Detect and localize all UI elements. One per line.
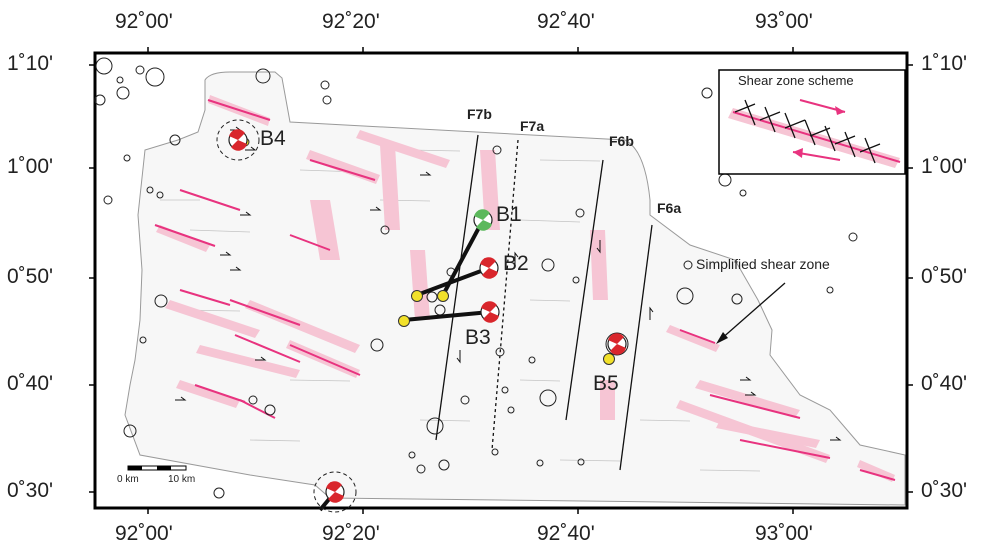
lat-tick-left-4: 0˚40'	[7, 372, 54, 395]
focal-b4[interactable]	[216, 119, 260, 161]
lat-tick-right-3: 0˚50'	[921, 265, 968, 288]
lon-tick-top-3: 92˚40'	[537, 10, 595, 33]
fault-label-f6a: F6a	[657, 200, 682, 216]
event-label-b4: B4	[260, 127, 286, 150]
callout-label: Simplified shear zone	[696, 256, 830, 272]
relocation-lines	[318, 219, 491, 512]
event-label-b3: B3	[465, 326, 491, 349]
event-label-b1: B1	[496, 203, 522, 226]
lat-tick-left-1: 1˚10'	[7, 52, 54, 75]
scale-end-label: 10 km	[168, 474, 196, 485]
lat-tick-left-3: 0˚50'	[7, 265, 54, 288]
lat-tick-right-2: 1˚00'	[921, 155, 968, 178]
lon-tick-bottom-1: 92˚00'	[115, 522, 173, 545]
scale-start-label: 0 km	[117, 474, 139, 485]
fault-label-f7a: F7a	[520, 118, 545, 134]
lon-tick-bottom-3: 92˚40'	[537, 522, 595, 545]
lat-tick-left-2: 1˚00'	[7, 155, 54, 178]
fault-f6b	[565, 159, 604, 421]
focal-south[interactable]	[313, 471, 357, 513]
fault-f7b	[435, 134, 479, 441]
lon-tick-top-2: 92˚20'	[322, 10, 380, 33]
shear-zone-inset	[718, 69, 906, 175]
lon-tick-top-4: 93˚00'	[755, 10, 813, 33]
focal-b2[interactable]	[479, 257, 499, 279]
lon-tick-top-1: 92˚00'	[115, 10, 173, 33]
frame-ticks	[89, 47, 913, 514]
scale-bar	[127, 465, 187, 471]
lat-tick-left-5: 0˚30'	[7, 479, 54, 502]
fault-f7a	[491, 139, 519, 451]
lat-tick-right-5: 0˚30'	[921, 479, 968, 502]
survey-area	[124, 71, 906, 506]
fault-label-f7b: F7b	[467, 106, 492, 122]
map-frame	[93, 51, 909, 510]
event-label-b5: B5	[593, 372, 619, 395]
seismicity	[94, 57, 889, 499]
yellow-markers	[240, 137, 615, 365]
lat-tick-right-4: 0˚40'	[921, 372, 968, 395]
lon-tick-bottom-2: 92˚20'	[322, 522, 380, 545]
lon-tick-bottom-4: 93˚00'	[755, 522, 813, 545]
slip-indicators	[175, 126, 842, 441]
callout-arrow	[716, 282, 786, 344]
lat-tick-right-1: 1˚10'	[921, 52, 968, 75]
event-label-b2: B2	[503, 252, 529, 275]
fault-traces	[435, 134, 653, 471]
inset-title: Shear zone scheme	[738, 73, 854, 88]
focal-b1[interactable]	[473, 209, 493, 231]
fault-f6a	[619, 224, 653, 471]
fault-label-f6b: F6b	[609, 133, 634, 149]
focal-b3[interactable]	[480, 301, 500, 323]
focal-b5[interactable]	[605, 332, 629, 356]
